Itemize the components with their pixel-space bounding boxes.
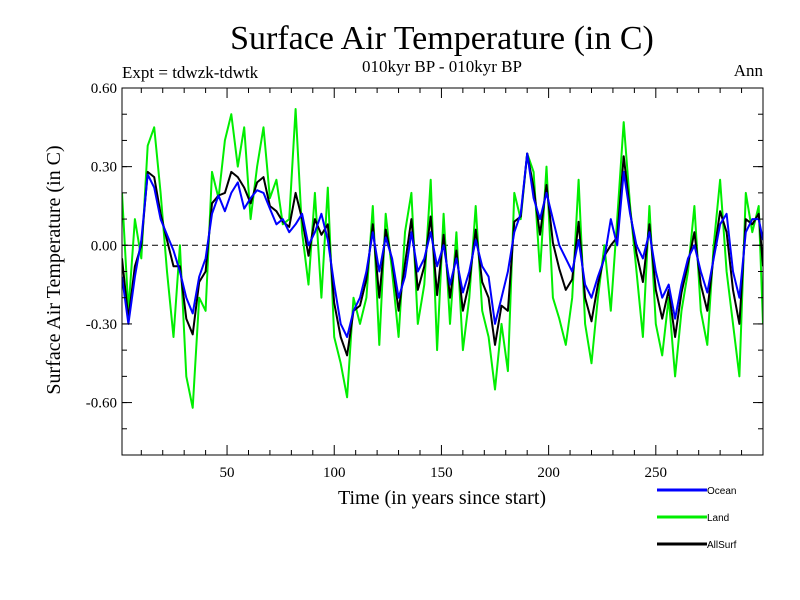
legend-label-land: Land bbox=[707, 513, 729, 524]
plot-frame bbox=[121, 87, 764, 456]
season-label: Ann bbox=[734, 61, 764, 80]
chart-subtitle: 010kyr BP - 010kyr BP bbox=[362, 57, 522, 76]
x-tick-label: 200 bbox=[537, 465, 560, 481]
y-tick-label: 0.00 bbox=[91, 238, 117, 254]
x-tick-label: 250 bbox=[645, 465, 668, 481]
experiment-label: Expt = tdwzk-tdwtk bbox=[122, 63, 259, 82]
legend-label-ocean: Ocean bbox=[707, 486, 736, 497]
x-tick-label: 150 bbox=[430, 465, 453, 481]
series-line-allsurf bbox=[122, 152, 763, 357]
chart-title: Surface Air Temperature (in C) bbox=[230, 20, 654, 57]
y-tick-label: -0.60 bbox=[86, 396, 117, 412]
y-tick-label: -0.30 bbox=[86, 317, 117, 333]
x-tick-label: 100 bbox=[323, 465, 346, 481]
legend-label-allsurf: AllSurf bbox=[707, 540, 737, 551]
axis-layer: 0.60 0.30 0.00 -0.30 -0.60 50 100 150 200 250 bbox=[86, 81, 764, 481]
series-line-ocean bbox=[122, 152, 763, 338]
y-axis-label: Surface Air Temperature (in C) bbox=[43, 145, 65, 394]
series-line-land bbox=[122, 108, 763, 409]
y-tick-label: 0.60 bbox=[91, 81, 117, 97]
y-tick-label: 0.30 bbox=[91, 160, 117, 176]
legend: Ocean Land AllSurf bbox=[657, 486, 737, 551]
x-axis-label: Time (in years since start) bbox=[338, 487, 546, 509]
series-layer bbox=[122, 108, 763, 409]
x-tick-label: 50 bbox=[220, 465, 235, 481]
